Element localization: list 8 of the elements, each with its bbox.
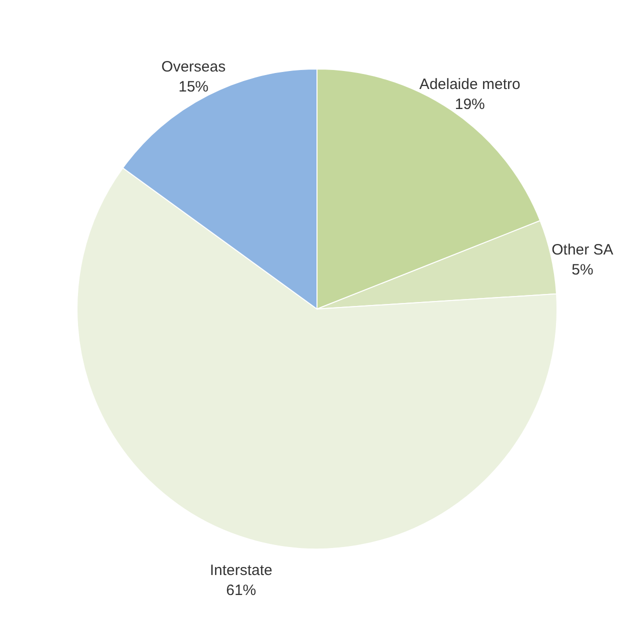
data-label: 5% — [572, 262, 594, 279]
data-label: 15% — [178, 78, 209, 96]
data-label: 19% — [454, 96, 485, 114]
slice-label: Interstate — [210, 562, 272, 580]
slice-label: Other SA — [552, 242, 614, 259]
slice-label: Overseas — [161, 58, 226, 76]
data-label: 61% — [226, 582, 256, 600]
slice-label: Adelaide metro — [419, 76, 520, 94]
